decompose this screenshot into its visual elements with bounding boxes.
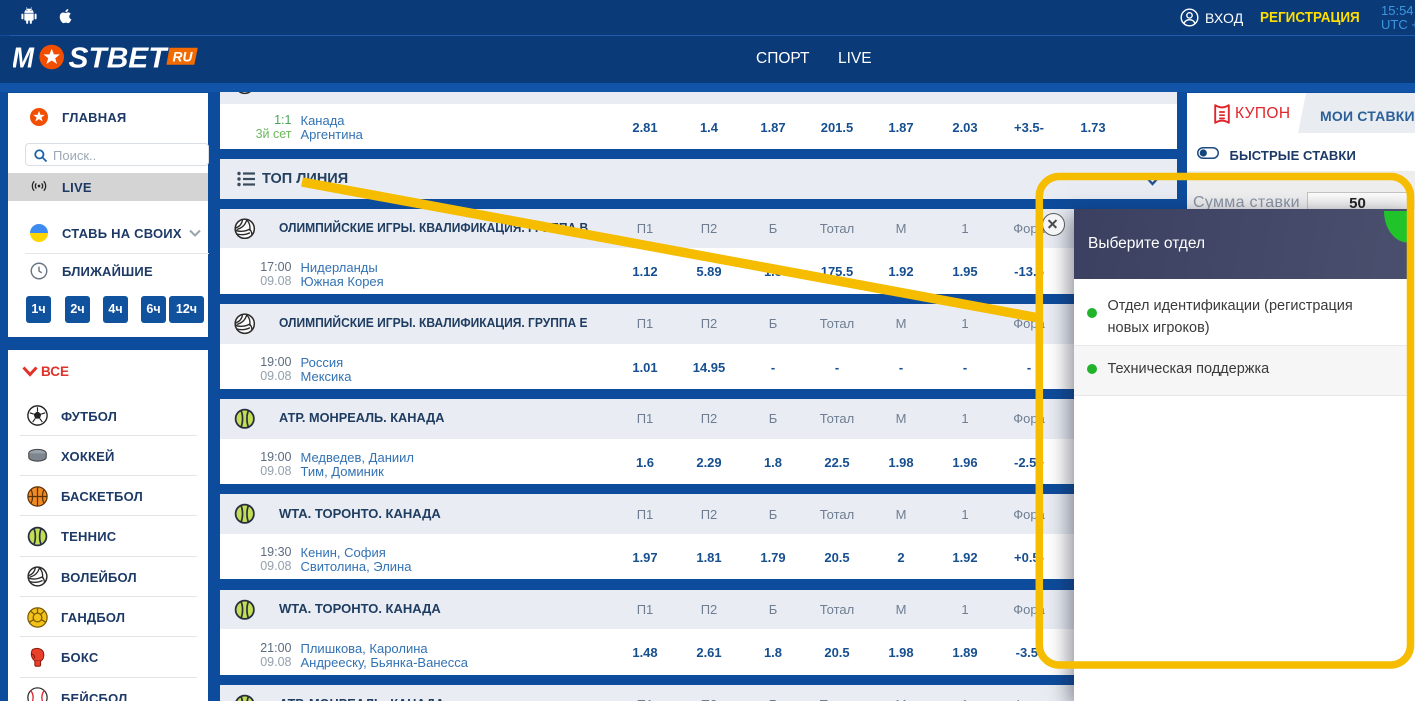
svg-text:RU: RU xyxy=(173,49,194,65)
svg-text:M: M xyxy=(13,43,35,73)
svg-text:STBET: STBET xyxy=(69,43,169,73)
